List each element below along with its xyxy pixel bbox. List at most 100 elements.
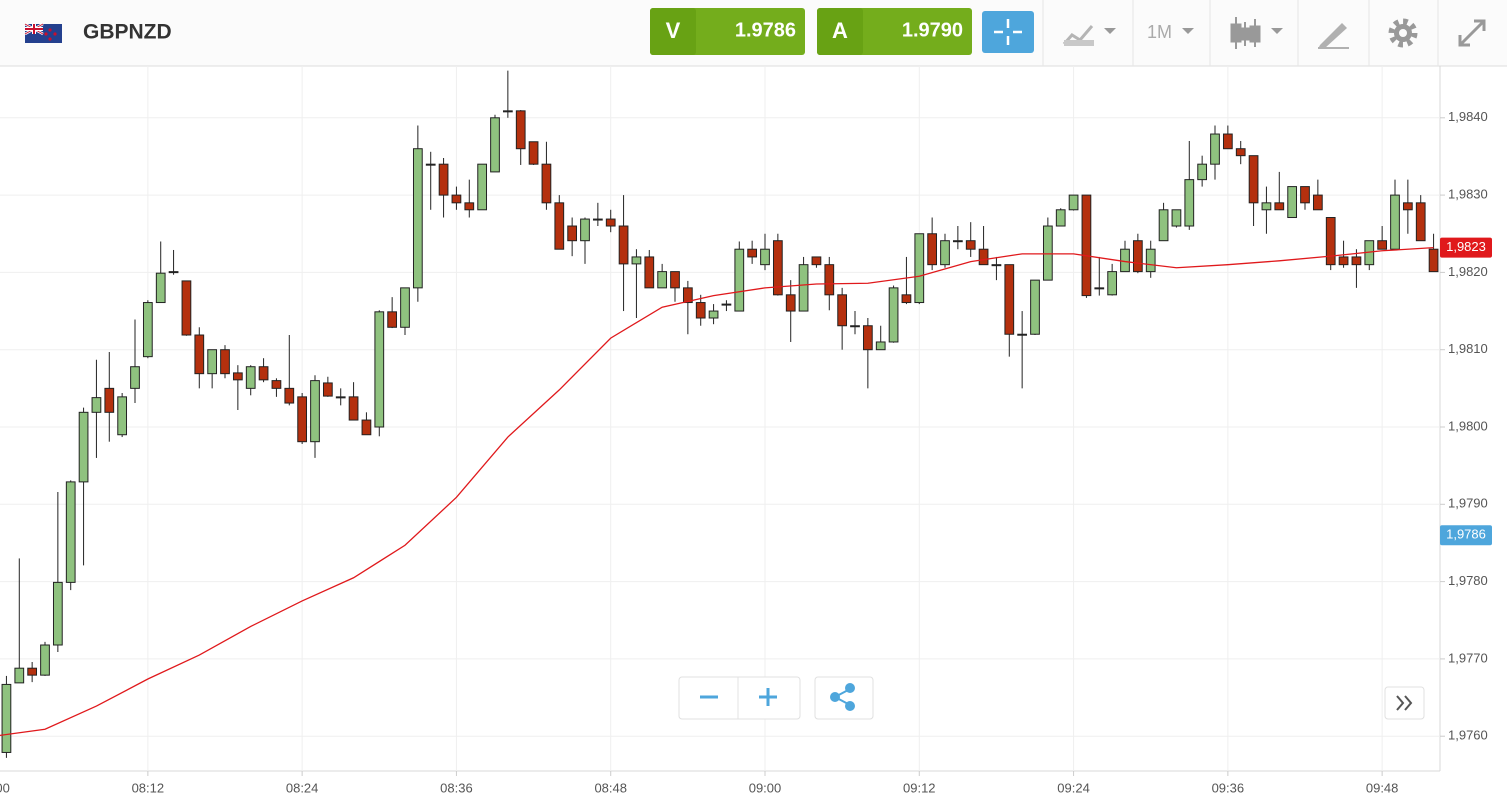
candle-body — [1004, 264, 1015, 335]
candle-body — [490, 117, 500, 173]
candle-body — [1197, 163, 1208, 181]
y-tick-label: 1,9810 — [1448, 341, 1488, 356]
candle-style-button[interactable] — [1230, 17, 1283, 49]
zoom-in-button[interactable] — [759, 688, 777, 706]
flag-icon — [24, 22, 62, 43]
candle-body — [940, 240, 950, 266]
candle-body — [1415, 202, 1426, 242]
candle-body — [1120, 248, 1130, 273]
candle-body — [811, 256, 822, 266]
candle-body — [284, 387, 295, 404]
x-tick-label: 09:00 — [749, 780, 782, 795]
buy-price: 1.9790 — [902, 19, 963, 41]
candle-body — [438, 163, 449, 196]
candle-body — [245, 366, 256, 389]
candle-body — [1017, 333, 1028, 336]
candle-body — [14, 667, 25, 684]
candle-body — [65, 481, 76, 583]
candle-body — [965, 240, 976, 250]
candle-body — [837, 294, 848, 327]
candle-body — [515, 110, 526, 150]
candle-body — [451, 194, 462, 204]
candle-body — [1222, 133, 1233, 150]
y-tick-label: 1,9830 — [1448, 187, 1488, 202]
sell-label: V — [666, 18, 681, 43]
candle-body — [168, 271, 179, 274]
candle-body — [708, 310, 719, 319]
x-tick-label: 09:36 — [1212, 780, 1245, 795]
crosshair-button[interactable] — [982, 11, 1034, 53]
candle-body — [952, 240, 963, 243]
candle-body — [464, 202, 475, 211]
candle-body — [207, 349, 218, 375]
candle-body — [1325, 217, 1336, 266]
candle-body — [27, 667, 38, 676]
candle-body — [1210, 133, 1220, 165]
y-tick-label: 1,9780 — [1448, 573, 1488, 588]
candle-body — [104, 387, 115, 413]
candle-body — [400, 287, 410, 328]
x-tick-label: 08:48 — [594, 780, 627, 795]
candle-body — [1287, 186, 1298, 219]
candle-body — [91, 397, 102, 413]
candle-body — [502, 110, 513, 113]
y-tick-label: 1,9770 — [1448, 650, 1488, 665]
y-tick-label: 1,9820 — [1448, 264, 1488, 279]
fullscreen-button[interactable] — [1458, 19, 1486, 47]
candle-body — [258, 366, 269, 381]
candle-body — [40, 644, 50, 676]
candle-body — [297, 396, 308, 443]
candle-body — [760, 248, 770, 266]
drawing-tool-button[interactable] — [1318, 23, 1349, 49]
scroll-to-end-button[interactable] — [1384, 686, 1425, 720]
candle-body — [117, 396, 128, 436]
candle-body — [1235, 148, 1246, 157]
candle-body — [850, 325, 860, 328]
candle-body — [387, 311, 398, 328]
candle-body — [734, 248, 745, 312]
price-label: 1,9786 — [1446, 527, 1486, 542]
x-tick-label: 09:48 — [1366, 780, 1399, 795]
chart-type-button[interactable] — [1062, 25, 1116, 46]
candle-body — [541, 163, 552, 204]
candle-body — [528, 141, 539, 165]
candle-body — [477, 163, 488, 211]
candle-body — [1171, 209, 1182, 227]
zoom-controls — [678, 676, 801, 720]
candle-body — [901, 294, 912, 304]
candle-body — [1377, 240, 1388, 250]
candle-body — [1042, 225, 1053, 281]
settings-button[interactable] — [1388, 18, 1418, 48]
candle-body — [875, 341, 886, 351]
candle-body — [1, 683, 12, 753]
timeframe-button[interactable]: 1M — [1147, 22, 1194, 42]
ma-value-badge — [1440, 237, 1492, 258]
candle-body — [361, 419, 372, 436]
candle-body — [52, 581, 63, 646]
candle-body — [1068, 194, 1079, 211]
candle-body — [1158, 209, 1169, 242]
candle-body — [1030, 279, 1040, 335]
candle-body — [695, 302, 706, 319]
candle-body — [554, 202, 565, 250]
candle-body — [155, 272, 166, 304]
sell-button[interactable]: V 1.9786 — [650, 8, 805, 55]
candle-body — [1338, 256, 1349, 266]
candle-body — [991, 264, 1002, 267]
share-button[interactable] — [814, 676, 874, 720]
candle-body — [1312, 194, 1323, 211]
candle-body — [1055, 209, 1066, 227]
candle-body — [78, 411, 89, 483]
candle-body — [1132, 240, 1143, 273]
buy-button[interactable]: A 1.9790 — [817, 8, 972, 55]
price-badge — [1440, 525, 1492, 546]
axes: 1,9760 1,9770 1,9780 1,9790 1,9800 1,9810 1,98… — [0, 109, 1492, 795]
candle-body — [232, 372, 243, 381]
grid — [0, 66, 1440, 771]
sell-price: 1.9786 — [735, 19, 796, 41]
candle-body — [772, 240, 783, 296]
candle-body — [605, 218, 616, 227]
candle-body — [1107, 271, 1118, 296]
